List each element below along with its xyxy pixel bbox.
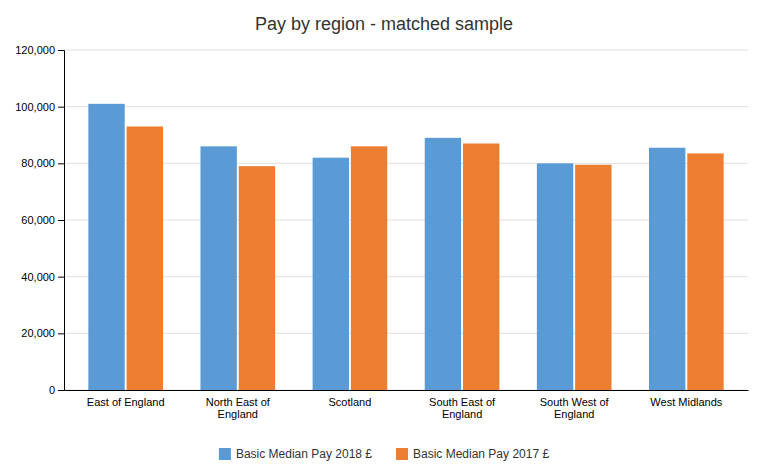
tick-label: Scotland: [329, 396, 372, 408]
grid-line: [64, 390, 748, 391]
tick-label: 120,000: [15, 44, 55, 56]
tick-label: West Midlands: [650, 396, 722, 408]
series: [88, 104, 685, 390]
tick-mark: [58, 220, 64, 221]
tick: 60,000: [21, 214, 64, 226]
tick-mark: [58, 277, 64, 278]
grid-line: [64, 163, 748, 164]
bar: [575, 165, 611, 390]
tick-mark: [58, 50, 64, 51]
tick-label: 40,000: [21, 271, 55, 283]
tick-mark: [58, 107, 64, 108]
grid-line: [64, 50, 748, 51]
tick-label: 60,000: [21, 214, 55, 226]
grid-line: [64, 333, 748, 334]
tick-label: South West ofEngland: [540, 396, 610, 421]
plot: 0 20,000 40,000 60,000 80,000 100,000 120,000 E…: [15, 44, 748, 420]
tick: 20,000: [21, 327, 64, 339]
tick: Scotland: [329, 396, 372, 408]
title: Pay by region - matched sample: [255, 14, 513, 34]
legend: Basic Median Pay 2018 £ Basic Median Pay …: [219, 447, 550, 461]
chart: 0 20,000 40,000 60,000 80,000 100,000 120,000 E…: [0, 0, 768, 472]
tick-label: 80,000: [21, 157, 55, 169]
tick: 120,000: [15, 44, 64, 56]
legend-label: Basic Median Pay 2018 £: [236, 447, 372, 461]
tick: South East ofEngland: [429, 396, 496, 421]
tick-label: East of England: [87, 396, 165, 408]
bar: [463, 144, 499, 391]
grid-line: [64, 106, 748, 107]
bar: [687, 153, 723, 390]
y-axis: 0 20,000 40,000 60,000 80,000 100,000 120,000: [15, 44, 64, 396]
x-axis: East of England North East ofEngland Scotl…: [65, 391, 749, 421]
x-axis-line: [65, 390, 749, 391]
legend-label: Basic Median Pay 2017 £: [413, 447, 549, 461]
tick-label: 100,000: [15, 101, 55, 113]
tick: 80,000: [21, 157, 64, 169]
tick: 100,000: [15, 101, 64, 113]
legend-item: Basic Median Pay 2018 £: [219, 447, 372, 461]
bar: [351, 146, 387, 390]
legend-item: Basic Median Pay 2017 £: [396, 447, 549, 461]
tick-mark: [58, 390, 64, 391]
tick: North East ofEngland: [206, 396, 271, 421]
y-axis-line: [58, 51, 65, 391]
tick-label: South East ofEngland: [429, 396, 496, 421]
legend-swatch: [396, 448, 408, 460]
grid-line: [64, 276, 748, 277]
bar: [239, 166, 275, 390]
legend-swatch: [219, 448, 231, 460]
bar: [88, 104, 124, 390]
bar: [200, 146, 236, 390]
bar: [425, 138, 461, 390]
tick-mark: [58, 333, 64, 334]
tick: East of England: [87, 396, 165, 408]
series: [127, 127, 724, 391]
tick-label: 20,000: [21, 327, 55, 339]
tick-label: North East ofEngland: [206, 396, 271, 421]
grid-line: [64, 220, 748, 221]
tick: West Midlands: [650, 396, 722, 408]
grid: [64, 50, 748, 390]
bar: [649, 148, 685, 390]
tick-mark: [58, 163, 64, 164]
tick-label: 0: [49, 384, 55, 396]
tick: 0: [49, 384, 64, 396]
bars: [88, 104, 723, 390]
tick: South West ofEngland: [540, 396, 610, 421]
bar: [127, 127, 163, 391]
bar: [537, 163, 573, 390]
tick: 40,000: [21, 271, 64, 283]
bar: [313, 158, 349, 390]
